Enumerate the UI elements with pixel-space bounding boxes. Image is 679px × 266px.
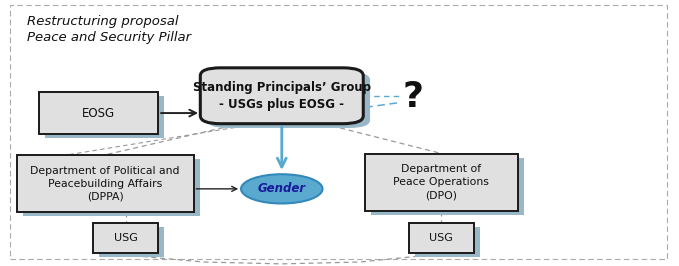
Text: USG: USG (113, 233, 138, 243)
FancyBboxPatch shape (371, 157, 524, 215)
Text: Department of Political and
Peacebuilding Affairs
(DPPA): Department of Political and Peacebuildin… (31, 166, 180, 201)
FancyBboxPatch shape (17, 155, 194, 212)
Text: ?: ? (403, 80, 423, 114)
FancyBboxPatch shape (207, 72, 370, 128)
Ellipse shape (241, 174, 323, 203)
Text: Standing Principals’ Group
- USGs plus EOSG -: Standing Principals’ Group - USGs plus E… (193, 81, 371, 111)
FancyBboxPatch shape (409, 223, 474, 253)
FancyBboxPatch shape (416, 227, 479, 257)
FancyBboxPatch shape (94, 223, 158, 253)
Text: Gender: Gender (258, 182, 306, 195)
FancyBboxPatch shape (365, 154, 517, 211)
Text: EOSG: EOSG (82, 107, 115, 119)
Text: Department of
Peace Operations
(DPO): Department of Peace Operations (DPO) (393, 164, 490, 200)
FancyBboxPatch shape (200, 68, 363, 124)
FancyBboxPatch shape (39, 93, 158, 134)
FancyBboxPatch shape (100, 227, 164, 257)
FancyBboxPatch shape (23, 159, 200, 216)
FancyBboxPatch shape (45, 97, 164, 138)
Text: Restructuring proposal
Peace and Security Pillar: Restructuring proposal Peace and Securit… (27, 15, 191, 44)
Text: USG: USG (429, 233, 454, 243)
